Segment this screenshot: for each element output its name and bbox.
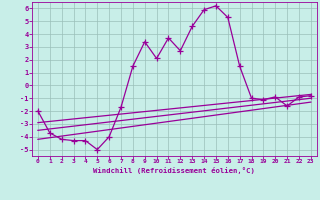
X-axis label: Windchill (Refroidissement éolien,°C): Windchill (Refroidissement éolien,°C) [93, 167, 255, 174]
